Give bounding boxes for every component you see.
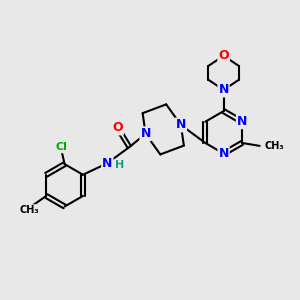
Text: O: O [112, 122, 123, 134]
Text: N: N [140, 127, 151, 140]
Text: CH₃: CH₃ [20, 205, 39, 215]
Text: H: H [115, 160, 124, 170]
Text: N: N [237, 115, 247, 128]
Text: N: N [218, 83, 229, 96]
Text: N: N [176, 118, 186, 131]
Text: N: N [218, 147, 229, 160]
Text: Cl: Cl [55, 142, 67, 152]
Text: CH₃: CH₃ [265, 141, 284, 151]
Text: O: O [218, 49, 229, 62]
Text: N: N [102, 157, 112, 170]
